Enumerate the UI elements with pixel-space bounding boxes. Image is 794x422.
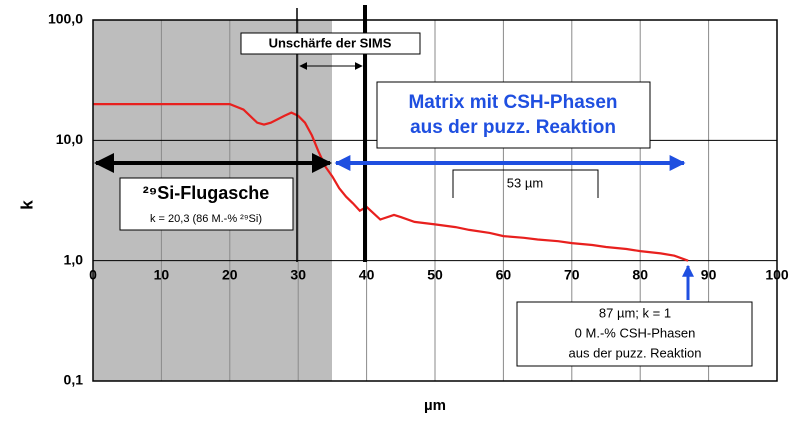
matrix-box bbox=[376, 81, 651, 149]
y-tick-label: 100,0 bbox=[48, 11, 83, 27]
width-label: 53 µm bbox=[507, 175, 543, 190]
x-tick-label: 90 bbox=[701, 266, 717, 282]
ash-label: ²⁹Si-Flugasche bbox=[143, 183, 270, 203]
ash-k-label: k = 20,3 (86 M.-% ²⁹Si) bbox=[150, 213, 262, 225]
end-box bbox=[516, 301, 753, 367]
matrix-label: aus der puzz. Reaktion bbox=[410, 117, 616, 138]
x-tick-label: 0 bbox=[89, 266, 97, 282]
x-tick-label: 70 bbox=[564, 266, 580, 282]
x-tick-label: 10 bbox=[154, 266, 170, 282]
x-axis-label: µm bbox=[424, 397, 446, 414]
plot-frame bbox=[92, 19, 778, 382]
width-bracket bbox=[452, 169, 599, 198]
ash-box bbox=[119, 177, 294, 231]
x-tick-label: 30 bbox=[290, 266, 306, 282]
end-label: 0 M.-% CSH-Phasen bbox=[575, 325, 696, 340]
x-tick-label: 20 bbox=[222, 266, 238, 282]
blur-box bbox=[240, 32, 421, 55]
x-tick-label: 80 bbox=[632, 266, 648, 282]
x-tick-label: 40 bbox=[359, 266, 375, 282]
y-axis-label: k bbox=[17, 200, 36, 210]
end-label: aus der puzz. Reaktion bbox=[569, 345, 702, 360]
y-tick-label: 10,0 bbox=[56, 131, 83, 147]
y-tick-label: 1,0 bbox=[64, 251, 84, 267]
end-label: 87 µm; k = 1 bbox=[599, 305, 671, 320]
x-tick-label: 50 bbox=[427, 266, 443, 282]
matrix-label: Matrix mit CSH-Phasen bbox=[408, 92, 617, 113]
x-tick-label: 60 bbox=[496, 266, 512, 282]
y-tick-label: 0,1 bbox=[64, 372, 84, 388]
blur-label: Unschärfe der SIMS bbox=[269, 35, 392, 50]
x-tick-label: 100 bbox=[765, 266, 789, 282]
